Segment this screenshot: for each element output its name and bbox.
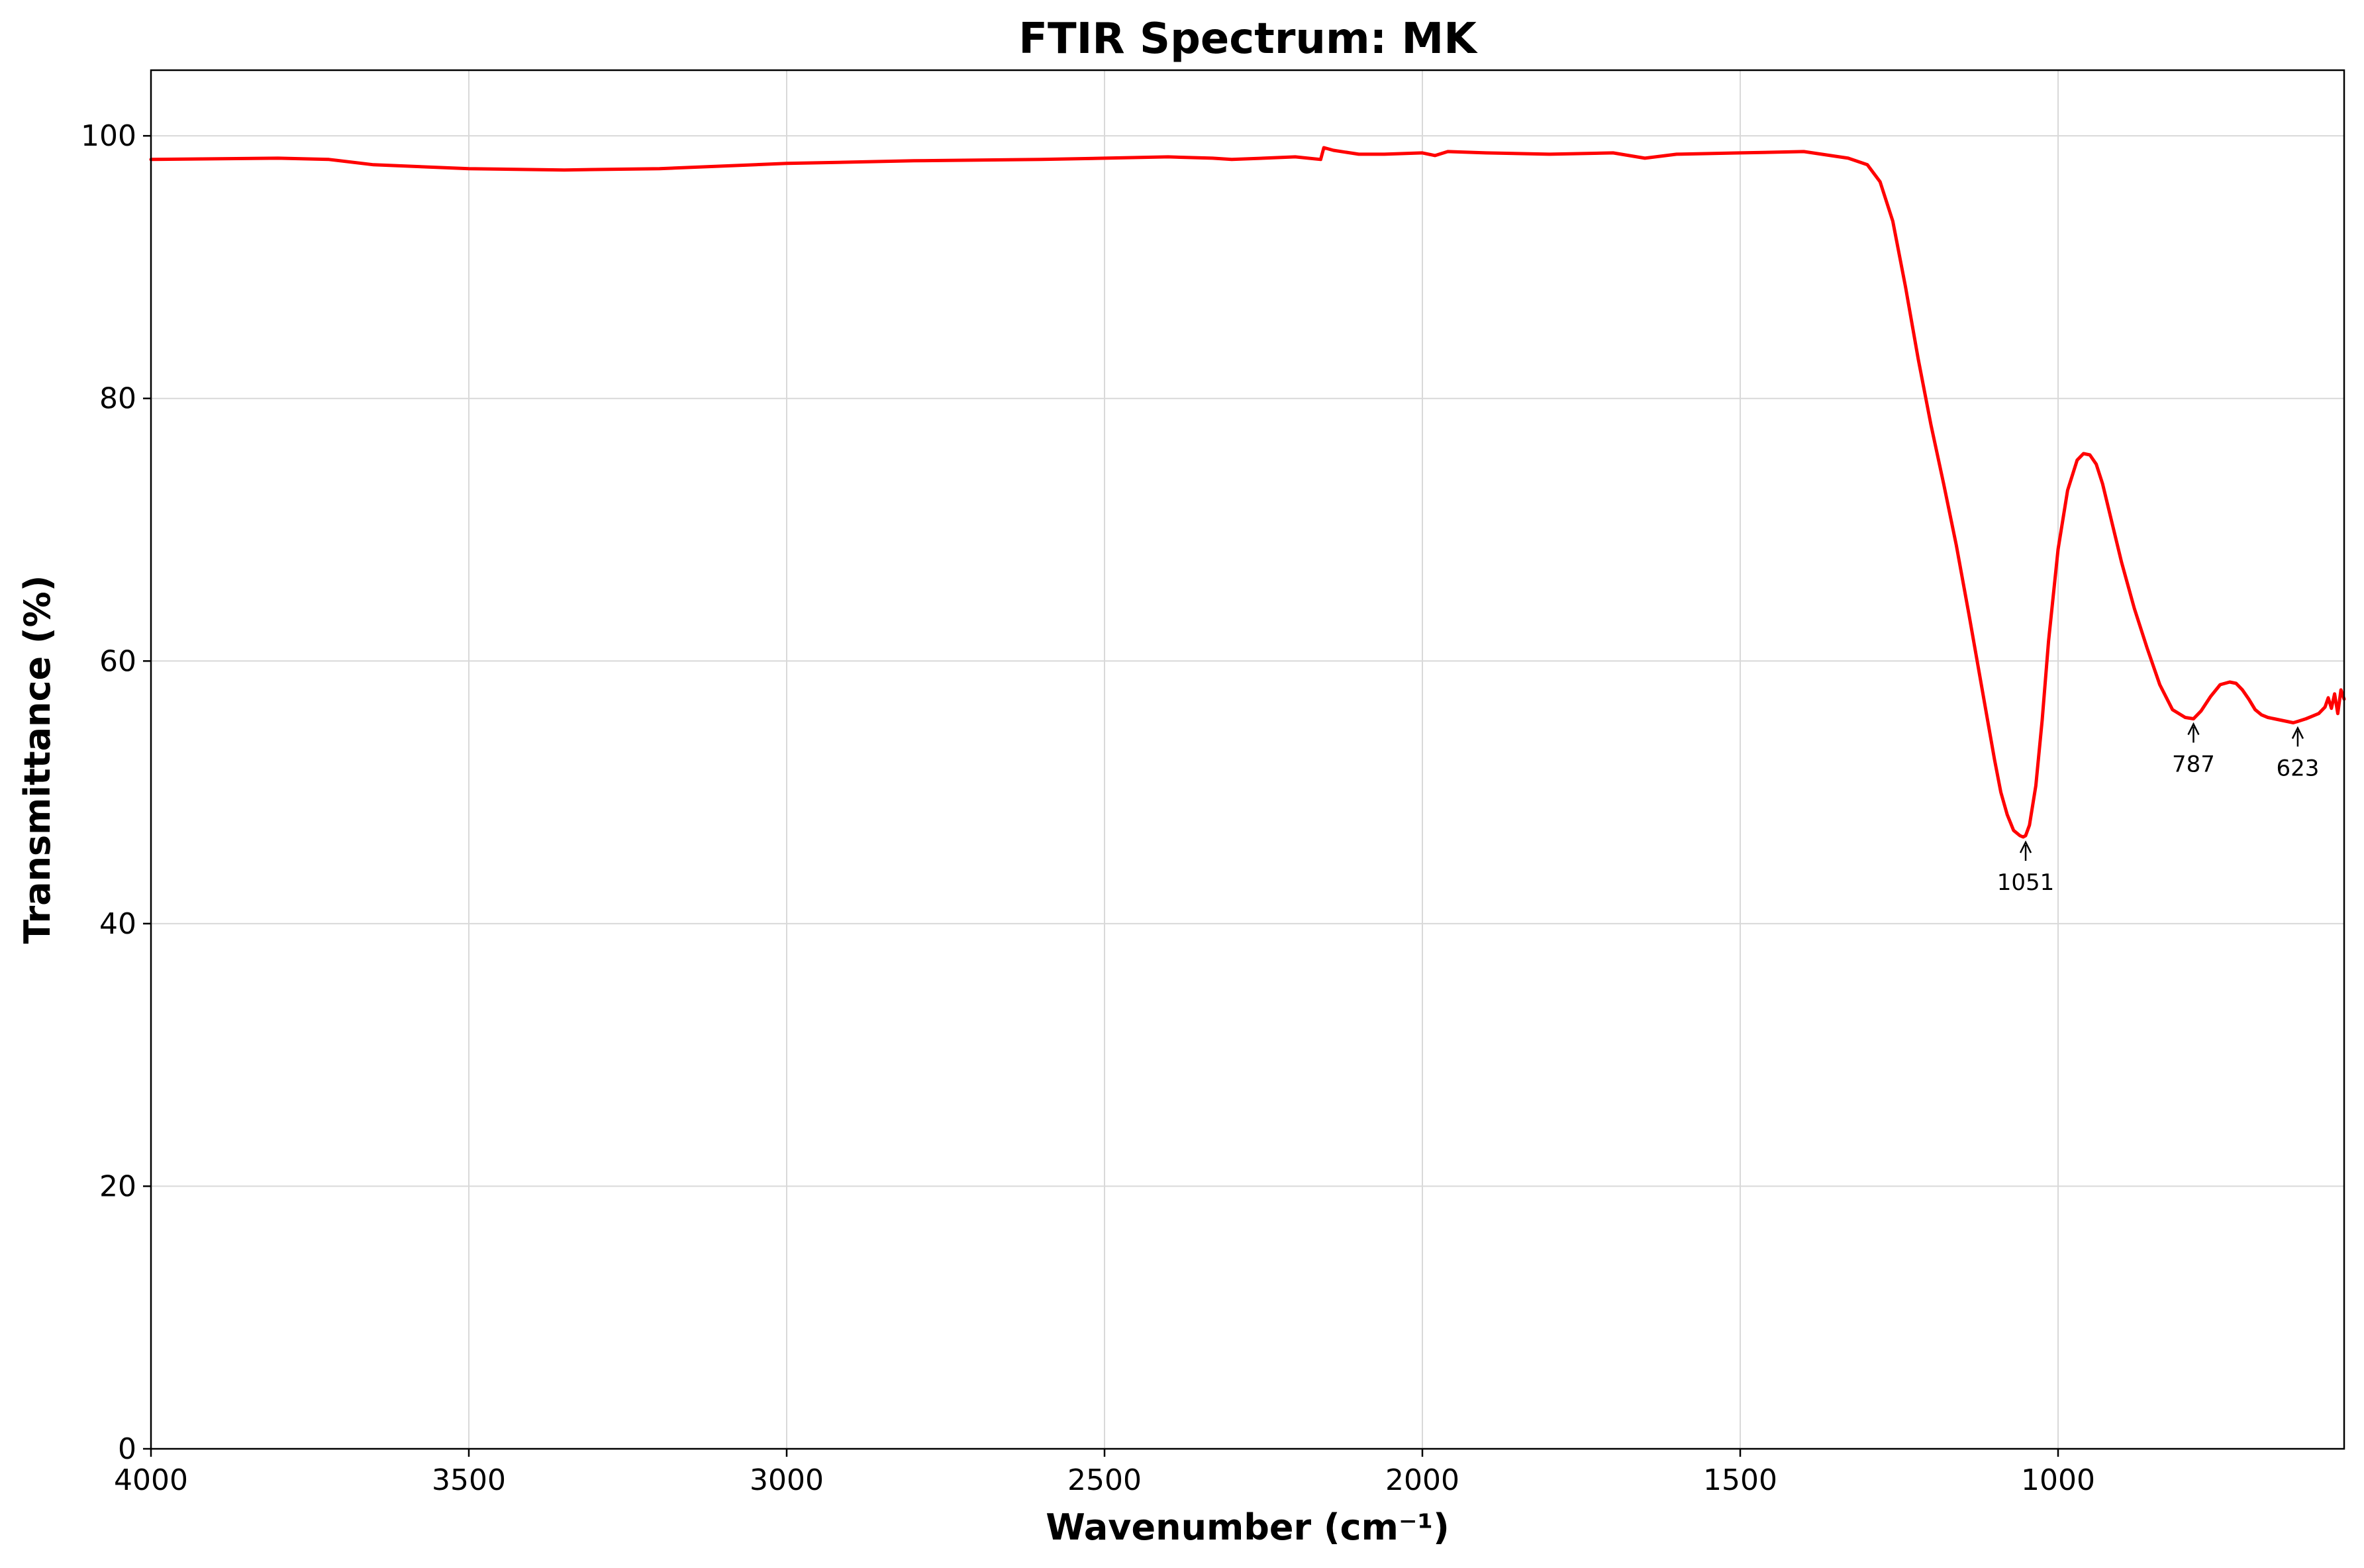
y-tick-label: 60 [99, 644, 136, 678]
x-tick-label: 4000 [114, 1463, 188, 1497]
peak-annotation: 623 [2276, 726, 2319, 781]
x-tick-label: 3000 [750, 1463, 824, 1497]
y-tick-label: 40 [99, 907, 136, 941]
peak-annotations: 1051 787 623 [1997, 722, 2319, 896]
annotation-arrow-head [2291, 726, 2304, 740]
x-tick-label: 2500 [1067, 1463, 1142, 1497]
y-axis-ticks: 0 20 40 60 80 100 [81, 119, 151, 1466]
chart-title: FTIR Spectrum: MK [1018, 15, 1478, 64]
y-tick-label: 80 [99, 382, 136, 416]
grid-lines [150, 70, 2344, 1449]
peak-annotation: 1051 [1997, 840, 2055, 896]
series-layer [149, 146, 2346, 839]
annotation-arrow-head [2019, 840, 2032, 854]
x-axis-label: Wavenumber (cm⁻¹) [1046, 1506, 1450, 1548]
x-tick-label: 1500 [1703, 1463, 1777, 1497]
x-tick-label: 2000 [1385, 1463, 1459, 1497]
spectrum-line [149, 146, 2346, 839]
x-tick-label: 1000 [2021, 1463, 2095, 1497]
y-tick-label: 0 [118, 1432, 136, 1466]
y-axis-label: Transmittance (%) [17, 575, 58, 944]
y-tick-label: 20 [99, 1169, 136, 1203]
peak-annotation: 787 [2172, 722, 2215, 778]
plot-frame [150, 69, 2345, 1450]
y-tick-label: 100 [81, 119, 136, 153]
annotation-label: 1051 [1997, 869, 2055, 896]
annotation-label: 623 [2276, 755, 2319, 781]
annotation-label: 787 [2172, 752, 2215, 778]
x-axis-ticks: 4000 3500 3000 2500 2000 1500 1000 [114, 1449, 2095, 1497]
annotation-arrow-head [2187, 722, 2200, 736]
x-tick-label: 3500 [432, 1463, 506, 1497]
